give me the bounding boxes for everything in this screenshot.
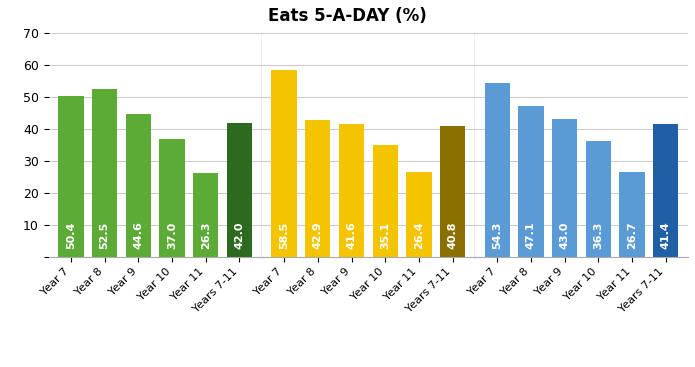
Bar [518, 106, 543, 257]
Text: 43.0: 43.0 [559, 222, 570, 249]
Bar [484, 83, 510, 257]
Text: Eats 5-A-DAY (%): Eats 5-A-DAY (%) [268, 7, 427, 25]
Text: 50.4: 50.4 [66, 222, 76, 249]
Text: 42.0: 42.0 [234, 221, 245, 249]
Bar [653, 124, 678, 257]
Bar [305, 120, 330, 257]
Bar [552, 119, 578, 257]
Bar [58, 96, 83, 257]
Bar [92, 89, 117, 257]
Text: 41.6: 41.6 [347, 221, 357, 249]
Bar [586, 141, 611, 257]
Bar [193, 173, 218, 257]
Text: 26.3: 26.3 [201, 221, 211, 249]
Bar [339, 124, 364, 257]
Bar [227, 123, 252, 257]
Bar [126, 114, 151, 257]
Text: 26.4: 26.4 [414, 221, 424, 249]
Text: 35.1: 35.1 [380, 222, 390, 249]
Text: 40.8: 40.8 [448, 221, 457, 249]
Text: 47.1: 47.1 [526, 221, 536, 249]
Bar [159, 139, 185, 257]
Text: 37.0: 37.0 [167, 222, 177, 249]
Bar [272, 70, 297, 257]
Text: 42.9: 42.9 [313, 221, 322, 249]
Text: 44.6: 44.6 [133, 221, 143, 249]
Text: 26.7: 26.7 [627, 221, 637, 249]
Text: 41.4: 41.4 [661, 221, 671, 249]
Text: 36.3: 36.3 [594, 222, 603, 249]
Bar [373, 145, 398, 257]
Text: 52.5: 52.5 [99, 222, 110, 249]
Bar [619, 171, 645, 257]
Bar [440, 126, 465, 257]
Bar [407, 172, 432, 257]
Text: 54.3: 54.3 [492, 222, 502, 249]
Text: 58.5: 58.5 [279, 222, 289, 249]
